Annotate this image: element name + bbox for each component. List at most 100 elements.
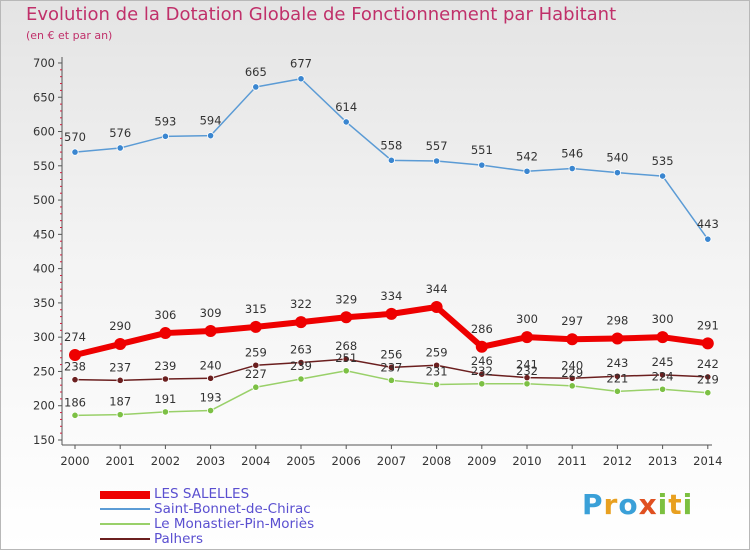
data-point (478, 370, 486, 378)
data-point (116, 411, 124, 419)
data-point (568, 374, 576, 382)
x-tick-label: 2010 (512, 454, 541, 468)
data-point (523, 167, 531, 175)
data-point (207, 374, 215, 382)
data-point (342, 118, 350, 126)
data-label: 238 (64, 360, 86, 374)
data-point (566, 333, 579, 346)
x-tick-label: 2008 (422, 454, 451, 468)
data-label: 540 (606, 151, 628, 165)
x-tick-label: 2002 (151, 454, 180, 468)
y-tick-label: 300 (33, 330, 55, 344)
data-label: 322 (290, 297, 312, 311)
data-point (69, 348, 81, 361)
data-label: 186 (64, 395, 86, 409)
data-label: 535 (652, 154, 674, 168)
data-label: 300 (516, 312, 538, 326)
data-label: 239 (290, 359, 312, 373)
data-point (430, 301, 443, 314)
data-label: 193 (200, 391, 222, 405)
data-point (478, 380, 486, 388)
x-tick-label: 2009 (467, 454, 496, 468)
proxiti-logo: Proxiti (582, 488, 694, 521)
data-label: 558 (380, 138, 402, 152)
data-point (116, 144, 124, 152)
data-point (342, 355, 350, 363)
data-label: 614 (335, 100, 357, 114)
data-label: 593 (154, 114, 176, 128)
data-label: 315 (245, 302, 267, 316)
data-label: 243 (606, 356, 628, 370)
data-point (252, 383, 260, 391)
legend-label: Saint-Bonnet-de-Chirac (154, 501, 311, 517)
x-tick-label: 2001 (106, 454, 135, 468)
data-label: 306 (154, 308, 176, 322)
x-tick-label: 2007 (377, 454, 406, 468)
x-tick-label: 2000 (60, 454, 89, 468)
y-tick-label: 400 (33, 262, 55, 276)
data-point (658, 385, 667, 393)
data-label: 232 (516, 364, 538, 378)
data-label: 297 (561, 314, 583, 328)
data-label: 245 (652, 355, 674, 369)
data-point (613, 169, 622, 177)
data-label: 251 (335, 351, 357, 365)
data-point (387, 156, 395, 164)
data-point (161, 375, 169, 383)
data-point (249, 320, 262, 333)
data-point (521, 331, 533, 344)
data-point (385, 307, 398, 320)
data-point (71, 148, 79, 156)
data-label: 219 (697, 373, 719, 387)
data-label: 229 (561, 366, 583, 380)
data-label: 551 (471, 143, 493, 157)
x-tick-label: 2011 (558, 454, 587, 468)
data-point (568, 164, 576, 173)
data-label: 242 (697, 357, 719, 371)
data-label: 240 (200, 358, 222, 372)
data-label: 677 (290, 57, 312, 71)
data-point (71, 376, 79, 384)
data-point (475, 340, 488, 353)
y-tick-label: 200 (33, 399, 55, 413)
data-point (252, 83, 260, 91)
data-point (523, 380, 531, 388)
y-tick-label: 500 (33, 193, 55, 207)
data-point (207, 406, 215, 415)
data-label: 665 (245, 65, 267, 79)
data-point (297, 358, 305, 367)
data-point (342, 367, 350, 375)
data-label: 263 (290, 343, 312, 357)
x-tick-label: 2005 (286, 454, 315, 468)
y-tick-label: 150 (33, 433, 55, 447)
data-point (297, 375, 305, 383)
data-point (658, 371, 667, 379)
data-point (387, 363, 395, 371)
data-point (432, 361, 441, 369)
data-point (704, 373, 712, 381)
data-point (704, 235, 712, 243)
data-point (568, 382, 576, 390)
data-label: 557 (426, 139, 448, 153)
y-tick-label: 550 (33, 159, 55, 173)
data-label: 334 (380, 289, 402, 303)
x-tick-label: 2004 (241, 454, 270, 468)
data-point (432, 380, 441, 389)
data-label: 286 (471, 322, 493, 336)
data-point (701, 337, 714, 350)
data-label: 268 (335, 339, 357, 353)
legend-swatch (100, 508, 150, 510)
data-point (478, 161, 486, 169)
data-point (71, 411, 79, 419)
legend-swatch (100, 491, 150, 499)
data-point (159, 327, 172, 340)
x-tick-label: 2006 (332, 454, 361, 468)
data-point (161, 408, 169, 416)
legend-swatch (100, 538, 150, 540)
data-label: 291 (697, 318, 719, 332)
chart-title: Evolution de la Dotation Globale de Fonc… (26, 4, 617, 25)
legend-swatch (100, 523, 150, 525)
data-point (656, 331, 669, 344)
data-point (658, 172, 667, 180)
